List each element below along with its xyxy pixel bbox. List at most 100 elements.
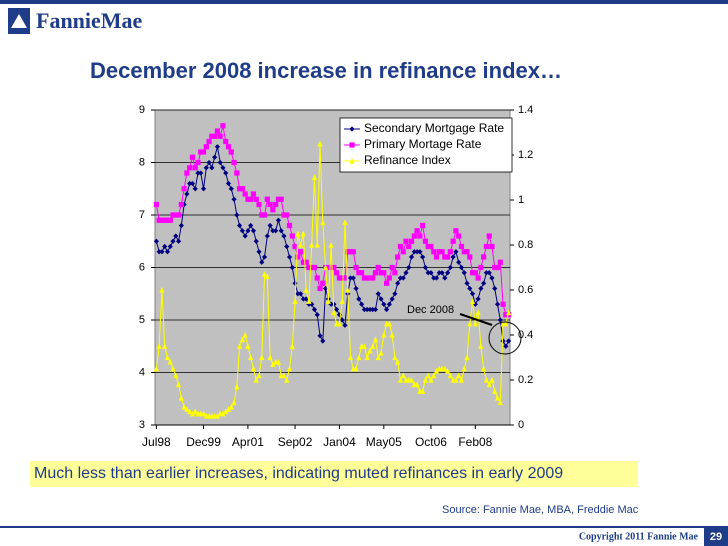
marker: [400, 249, 406, 255]
marker: [214, 128, 221, 134]
marker: [397, 275, 404, 281]
marker: [492, 388, 498, 394]
marker: [223, 170, 229, 176]
marker: [389, 331, 395, 338]
marker: [428, 270, 434, 276]
marker: [317, 140, 323, 147]
marker: [494, 301, 501, 307]
marker: [164, 217, 171, 223]
marker: [303, 296, 309, 302]
marker: [286, 222, 293, 229]
marker: [286, 365, 293, 372]
marker: [289, 343, 295, 349]
marker: [162, 343, 168, 349]
marker: [492, 285, 498, 292]
marker: [467, 320, 473, 327]
marker: [367, 275, 373, 281]
marker: [425, 243, 431, 250]
marker: [336, 275, 343, 281]
marker: [295, 254, 301, 260]
marker: [431, 372, 437, 379]
y2-tick-label: 0.8: [518, 239, 533, 251]
marker: [261, 254, 268, 260]
marker: [453, 249, 459, 255]
marker: [245, 343, 251, 349]
marker: [450, 238, 456, 244]
x-tick-label: Oct06: [415, 435, 447, 449]
marker: [403, 238, 409, 244]
marker: [342, 322, 348, 328]
copyright: Copyright 2011 Fannie Mae: [579, 531, 699, 542]
marker: [397, 376, 404, 383]
marker: [506, 338, 512, 344]
marker: [486, 233, 492, 239]
marker: [281, 212, 287, 218]
y2-tick-label: 0: [518, 419, 524, 431]
marker: [239, 228, 245, 234]
marker: [420, 254, 426, 260]
marker: [239, 336, 245, 343]
marker: [298, 249, 304, 255]
marker: [200, 149, 207, 155]
marker: [408, 376, 415, 383]
marker: [153, 365, 159, 372]
marker: [444, 270, 451, 276]
marker: [292, 298, 298, 304]
marker: [175, 212, 182, 218]
marker: [370, 343, 376, 349]
marker: [214, 412, 221, 419]
marker: [500, 301, 506, 307]
marker: [236, 186, 243, 192]
marker: [347, 275, 354, 281]
marker: [392, 354, 398, 361]
marker: [320, 219, 326, 226]
marker: [497, 399, 503, 406]
y-tick-label: 3: [139, 419, 145, 431]
marker: [231, 196, 237, 202]
marker: [467, 285, 473, 292]
marker: [386, 320, 392, 327]
marker: [234, 383, 240, 390]
marker: [245, 196, 251, 202]
marker: [278, 228, 284, 234]
marker: [162, 217, 168, 223]
marker: [267, 222, 273, 229]
annotation: Dec 2008: [407, 304, 454, 316]
marker: [220, 165, 226, 171]
marker: [447, 372, 453, 379]
marker: [353, 285, 359, 292]
marker: [461, 270, 467, 276]
marker: [458, 376, 465, 383]
marker: [367, 347, 373, 354]
y2-tick-label: 1: [518, 194, 524, 206]
marker: [317, 333, 323, 339]
marker: [364, 306, 370, 313]
marker: [295, 230, 301, 237]
y-tick-label: 8: [139, 156, 145, 168]
marker: [187, 165, 193, 171]
marker: [250, 365, 257, 372]
marker: [234, 212, 240, 218]
marker: [178, 201, 184, 208]
marker: [411, 249, 417, 255]
marker: [456, 372, 462, 379]
y2-tick-label: 1.4: [518, 104, 533, 116]
marker: [167, 217, 173, 223]
marker: [245, 228, 251, 234]
marker: [381, 331, 387, 338]
y-tick-label: 4: [139, 366, 145, 378]
marker: [242, 191, 248, 197]
marker: [395, 254, 401, 260]
marker: [242, 331, 248, 338]
marker: [256, 372, 262, 379]
marker: [417, 249, 423, 255]
marker: [303, 286, 309, 293]
marker: [289, 233, 295, 239]
marker: [494, 394, 501, 401]
marker: [311, 306, 318, 313]
marker: [489, 243, 495, 250]
marker: [298, 291, 304, 297]
marker: [342, 275, 348, 281]
y2-tick-label: 0.2: [518, 374, 533, 386]
marker: [442, 275, 448, 281]
